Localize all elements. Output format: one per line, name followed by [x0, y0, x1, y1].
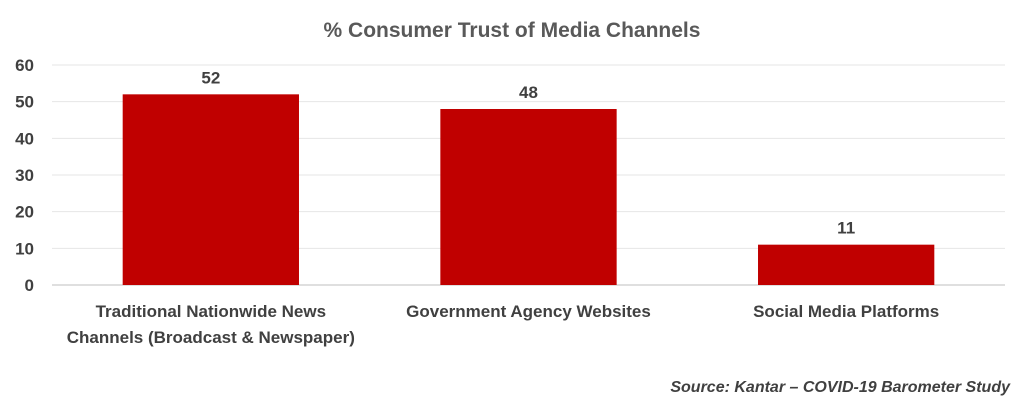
source-note: Source: Kantar – COVID-19 Barometer Stud… [670, 379, 1011, 396]
data-label: 11 [837, 219, 855, 238]
data-labels: 52 48 11 [201, 68, 855, 237]
chart-title: % Consumer Trust of Media Channels [324, 19, 701, 42]
y-tick-label: 20 [15, 203, 34, 222]
bar [758, 244, 935, 285]
bar [440, 109, 617, 285]
y-tick-label: 40 [15, 129, 34, 148]
bar [122, 94, 299, 285]
y-tick-label: 60 [15, 56, 34, 75]
category-label-line: Traditional Nationwide News [96, 302, 326, 321]
category-label-line: Social Media Platforms [753, 302, 939, 321]
category-label-line: Channels (Broadcast & Newspaper) [67, 328, 355, 347]
x-axis-categories: Traditional Nationwide News Channels (Bro… [67, 302, 939, 347]
y-tick-label: 30 [15, 166, 34, 185]
y-tick-label: 50 [15, 93, 34, 112]
y-axis-ticks: 0 10 20 30 40 50 60 [15, 56, 34, 295]
data-label: 48 [519, 83, 538, 102]
category-label: Government Agency Websites [406, 302, 651, 321]
y-tick-label: 0 [25, 276, 34, 295]
bars [122, 94, 935, 285]
category-label-line: Government Agency Websites [406, 302, 651, 321]
category-label: Social Media Platforms [753, 302, 939, 321]
data-label: 52 [201, 68, 220, 87]
y-tick-label: 10 [15, 239, 34, 258]
category-label: Traditional Nationwide News Channels (Bro… [67, 302, 355, 347]
